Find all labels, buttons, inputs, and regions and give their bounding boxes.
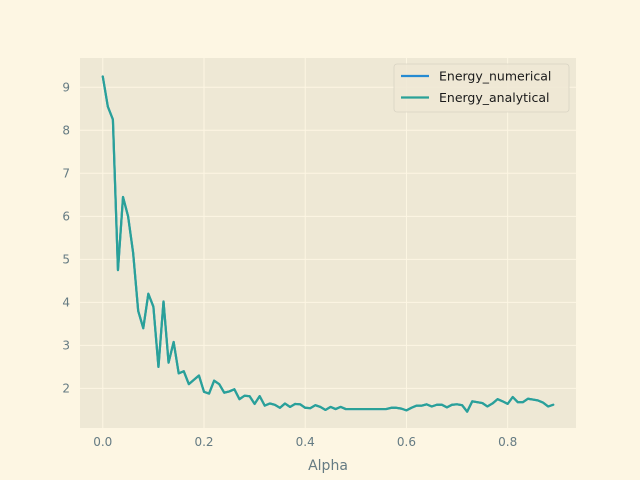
x-tick-label: 0.8 — [498, 435, 517, 449]
x-tick-label: 0.0 — [93, 435, 112, 449]
y-tick-label: 2 — [62, 381, 70, 395]
x-tick-label: 0.6 — [397, 435, 416, 449]
axis-ticks: 0.0 0.2 0.4 0.6 0.8 2 3 4 5 6 7 8 9 — [62, 80, 517, 449]
y-tick-label: 4 — [62, 295, 70, 309]
legend-label: Energy_analytical — [439, 90, 550, 105]
y-tick-label: 7 — [62, 166, 70, 180]
x-axis-label: Alpha — [308, 458, 348, 474]
legend-box — [393, 63, 570, 113]
y-tick-label: 9 — [62, 80, 70, 94]
y-tick-label: 6 — [62, 209, 70, 223]
legend: Energy_numerical Energy_analytical — [393, 63, 570, 113]
y-tick-label: 5 — [62, 252, 70, 266]
series-lines — [101, 75, 555, 413]
x-tick-label: 0.4 — [296, 435, 315, 449]
y-tick-label: 3 — [62, 338, 70, 352]
legend-label: Energy_numerical — [439, 69, 551, 84]
y-tick-label: 8 — [62, 123, 70, 137]
x-tick-label: 0.2 — [194, 435, 213, 449]
series-line-energy-analytical — [101, 75, 555, 413]
plot-area — [80, 58, 576, 428]
